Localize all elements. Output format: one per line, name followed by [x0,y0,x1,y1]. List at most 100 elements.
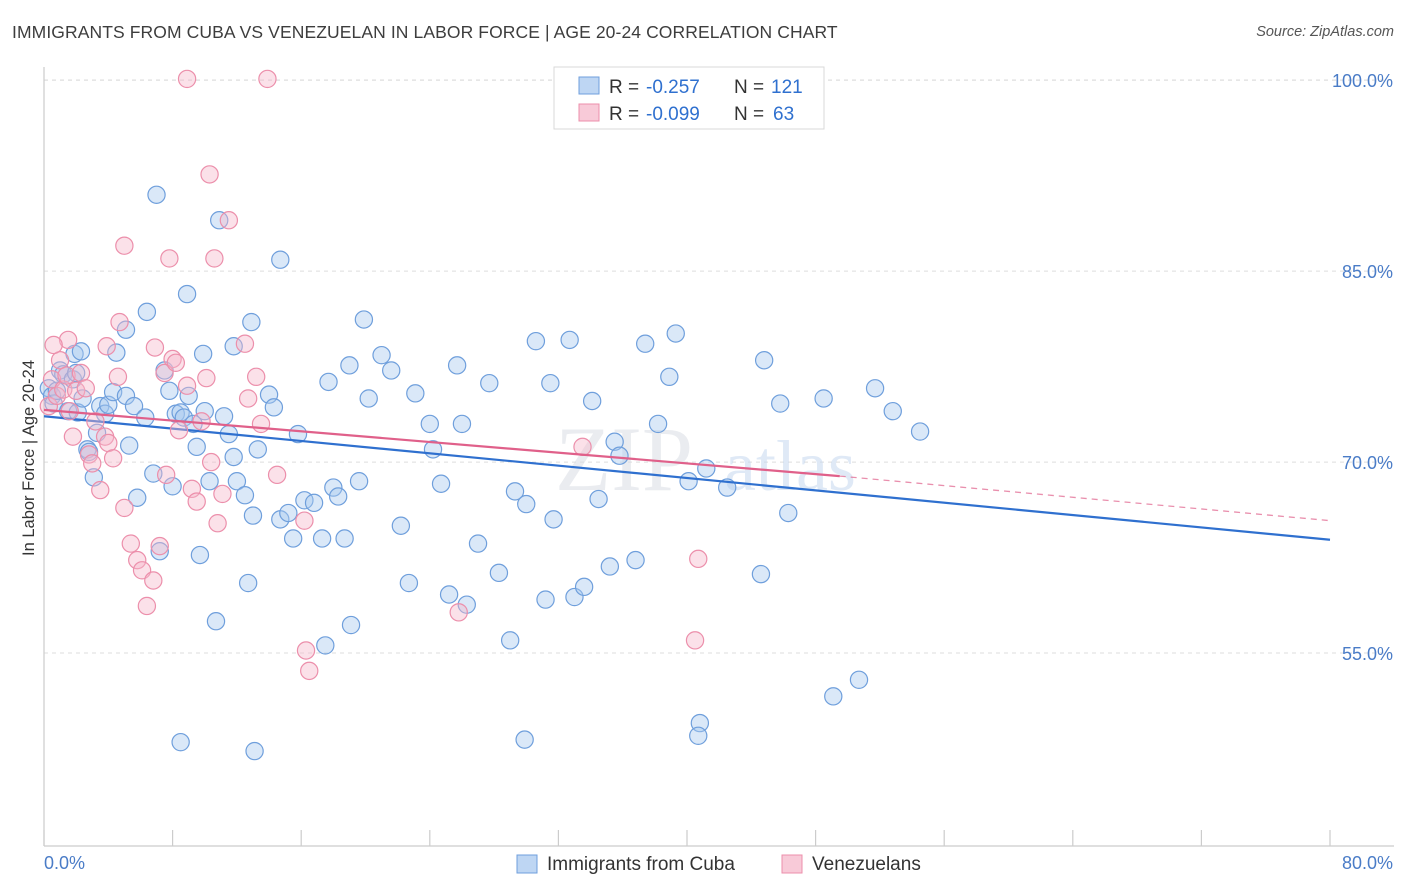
data-point-venezuelans [99,433,118,453]
data-point-venezuelans [258,69,277,89]
data-point-cuba [648,414,668,434]
data-point-venezuelans [177,69,197,89]
data-point-cuba [679,471,698,491]
stats-r-label-venezuelans: R = [609,104,639,125]
data-point-venezuelans [160,249,179,268]
data-point-cuba [910,422,930,441]
data-point-cuba [137,302,157,322]
data-point-venezuelans [295,511,314,530]
data-point-cuba [372,345,391,365]
data-point-cuba [341,615,361,635]
data-point-cuba [382,361,401,380]
stats-n-value-cuba: 121 [771,77,803,98]
data-point-cuba [544,510,563,529]
data-point-cuba [452,414,472,434]
axes [43,67,1394,847]
data-point-venezuelans [121,534,141,553]
data-point-cuba [214,407,234,426]
y-tick-label: 55.0% [1342,644,1393,664]
data-point-cuba [248,440,267,459]
data-point-cuba [150,542,169,561]
data-point-cuba [195,401,214,421]
data-point-cuba [779,503,798,523]
data-point-venezuelans [115,498,134,518]
data-point-cuba [359,389,378,408]
data-point-venezuelans [238,389,258,408]
data-point-venezuelans [166,353,186,373]
data-point-venezuelans [97,337,116,356]
data-point-cuba [116,320,136,339]
data-point-cuba [235,485,255,505]
data-point-cuba [447,356,467,375]
y-tick-label: 85.0% [1342,262,1393,282]
data-point-cuba [406,384,425,403]
data-point-cuba [814,389,833,408]
data-point-cuba [147,185,166,204]
data-point-venezuelans [689,549,708,569]
data-point-cuba [279,503,298,523]
data-point-cuba [73,389,92,408]
data-point-venezuelans [128,550,147,570]
data-point-venezuelans [205,249,224,268]
x-tick-label-min: 0.0% [44,853,85,873]
data-point-cuba [883,401,902,421]
data-point-cuba [335,529,354,548]
data-point-cuba [224,447,243,467]
data-point-venezuelans [63,427,83,446]
data-point-cuba [849,670,869,689]
data-point-cuba [505,482,525,501]
data-point-venezuelans [50,351,70,370]
data-point-venezuelans [169,421,189,440]
series-venezuelans [39,69,1331,681]
data-point-cuba [340,356,359,375]
data-point-cuba [206,612,226,631]
data-point-cuba [210,211,229,230]
watermark-atlas: atlas [724,426,856,506]
data-point-venezuelans [213,484,232,504]
data-point-cuba [689,726,708,745]
data-point-venezuelans [296,641,316,660]
data-point-cuba [391,516,411,535]
data-point-cuba [319,372,338,392]
stats-n-label-cuba: N = [734,77,764,98]
data-point-cuba [328,487,348,506]
data-point-venezuelans [115,236,134,255]
data-point-cuba [610,446,629,465]
data-point-venezuelans [208,514,227,533]
data-point-cuba [171,732,190,752]
data-point-venezuelans [44,335,63,355]
stats-n-label-venezuelans: N = [734,104,764,125]
trendline-extension-venezuelans [839,475,1331,522]
data-point-cuba [160,381,179,401]
series-layer [39,69,1331,761]
data-point-cuba [541,373,560,393]
data-point-cuba [515,730,534,749]
data-point-cuba [47,381,67,401]
data-point-venezuelans [91,480,110,500]
data-point-cuba [420,414,439,434]
data-point-cuba [626,550,645,570]
data-point-cuba [243,506,263,525]
data-point-cuba [224,337,243,356]
data-point-cuba [536,590,555,609]
data-point-cuba [187,437,206,457]
data-point-cuba [119,436,139,455]
data-point-venezuelans [192,412,211,431]
data-point-venezuelans [108,367,128,387]
data-point-cuba [349,471,369,491]
data-point-cuba [271,250,290,269]
data-point-cuba [200,471,219,491]
data-point-cuba [312,529,332,548]
data-point-venezuelans [267,465,287,485]
data-point-cuba [163,477,182,496]
data-point-cuba [399,573,419,593]
data-point-cuba [468,534,488,553]
stats-r-label-cuba: R = [609,77,639,98]
data-point-cuba [565,587,584,607]
data-point-cuba [865,379,885,398]
data-point-cuba [605,432,624,451]
x-tick-label-max: 80.0% [1342,853,1393,873]
stats-r-value-cuba: -0.257 [646,77,700,98]
data-point-cuba [190,545,210,565]
